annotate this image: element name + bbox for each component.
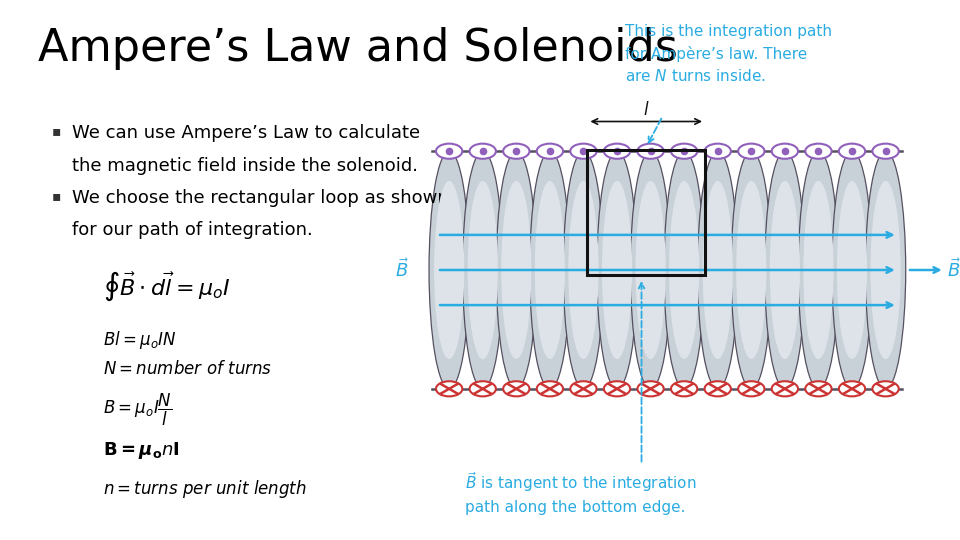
Circle shape xyxy=(772,144,798,159)
Circle shape xyxy=(469,144,496,159)
Circle shape xyxy=(503,381,530,396)
Circle shape xyxy=(839,144,865,159)
Ellipse shape xyxy=(871,181,900,359)
Text: for our path of integration.: for our path of integration. xyxy=(72,221,313,239)
Circle shape xyxy=(873,381,899,396)
Circle shape xyxy=(604,144,630,159)
Ellipse shape xyxy=(732,151,772,389)
Ellipse shape xyxy=(530,151,570,389)
Circle shape xyxy=(570,381,596,396)
Ellipse shape xyxy=(535,181,565,359)
Circle shape xyxy=(503,144,530,159)
Circle shape xyxy=(738,381,764,396)
Circle shape xyxy=(671,144,697,159)
Ellipse shape xyxy=(804,181,833,359)
Circle shape xyxy=(705,381,731,396)
Ellipse shape xyxy=(564,151,604,389)
Text: the magnetic field inside the solenoid.: the magnetic field inside the solenoid. xyxy=(72,157,419,174)
Text: $\vec{B}$ is tangent to the integration
path along the bottom edge.: $\vec{B}$ is tangent to the integration … xyxy=(466,470,697,515)
Ellipse shape xyxy=(501,181,532,359)
Text: ▪: ▪ xyxy=(52,189,61,203)
Ellipse shape xyxy=(799,151,839,389)
Text: Ampere’s Law and Solenoids: Ampere’s Law and Solenoids xyxy=(37,27,678,70)
Ellipse shape xyxy=(703,181,732,359)
Text: $\vec{B}$: $\vec{B}$ xyxy=(395,259,409,281)
Text: $n = \mathit{turns\ per\ unit\ length}$: $n = \mathit{turns\ per\ unit\ length}$ xyxy=(104,478,307,500)
Text: $N = \mathit{number\ of\ turns}$: $N = \mathit{number\ of\ turns}$ xyxy=(104,360,273,378)
Circle shape xyxy=(436,381,463,396)
Ellipse shape xyxy=(429,151,469,389)
Ellipse shape xyxy=(865,151,905,389)
Ellipse shape xyxy=(837,181,867,359)
Text: We choose the rectangular loop as shown: We choose the rectangular loop as shown xyxy=(72,189,449,207)
Text: $\oint \vec{B} \cdot d\vec{l} = \mu_o I$: $\oint \vec{B} \cdot d\vec{l} = \mu_o I$ xyxy=(104,270,230,303)
Ellipse shape xyxy=(669,181,699,359)
Ellipse shape xyxy=(463,151,503,389)
Ellipse shape xyxy=(832,151,872,389)
Circle shape xyxy=(436,144,463,159)
Ellipse shape xyxy=(568,181,598,359)
Ellipse shape xyxy=(636,181,665,359)
Circle shape xyxy=(805,381,831,396)
Circle shape xyxy=(805,144,831,159)
Text: This is the integration path
for Ampère’s law. There
are $N$ turns inside.: This is the integration path for Ampère’… xyxy=(625,24,832,84)
Ellipse shape xyxy=(434,181,465,359)
Circle shape xyxy=(537,381,563,396)
Ellipse shape xyxy=(631,151,671,389)
Text: ▪: ▪ xyxy=(52,124,61,138)
Ellipse shape xyxy=(765,151,805,389)
Circle shape xyxy=(469,381,496,396)
Ellipse shape xyxy=(468,181,498,359)
Text: $l$: $l$ xyxy=(643,101,650,119)
Circle shape xyxy=(637,381,663,396)
Ellipse shape xyxy=(770,181,800,359)
Circle shape xyxy=(604,381,630,396)
Circle shape xyxy=(671,381,697,396)
Ellipse shape xyxy=(698,151,738,389)
Circle shape xyxy=(570,144,596,159)
Ellipse shape xyxy=(602,181,632,359)
Ellipse shape xyxy=(736,181,766,359)
Circle shape xyxy=(873,144,899,159)
Circle shape xyxy=(705,144,731,159)
Ellipse shape xyxy=(496,151,537,389)
Circle shape xyxy=(637,144,663,159)
Bar xyxy=(588,150,705,275)
Text: $\mathbf{B = \boldsymbol{\mu}_o \mathit{n} I}$: $\mathbf{B = \boldsymbol{\mu}_o \mathit{… xyxy=(104,440,180,461)
Circle shape xyxy=(839,381,865,396)
Circle shape xyxy=(537,144,563,159)
Circle shape xyxy=(738,144,764,159)
Text: We can use Ampere’s Law to calculate: We can use Ampere’s Law to calculate xyxy=(72,124,420,142)
Ellipse shape xyxy=(664,151,705,389)
Ellipse shape xyxy=(597,151,637,389)
Text: $\vec{B}$: $\vec{B}$ xyxy=(948,259,960,281)
Text: $B = \mu_o I\dfrac{N}{l}$: $B = \mu_o I\dfrac{N}{l}$ xyxy=(104,392,173,428)
Text: $Bl = \mu_o IN$: $Bl = \mu_o IN$ xyxy=(104,329,177,352)
Circle shape xyxy=(772,381,798,396)
